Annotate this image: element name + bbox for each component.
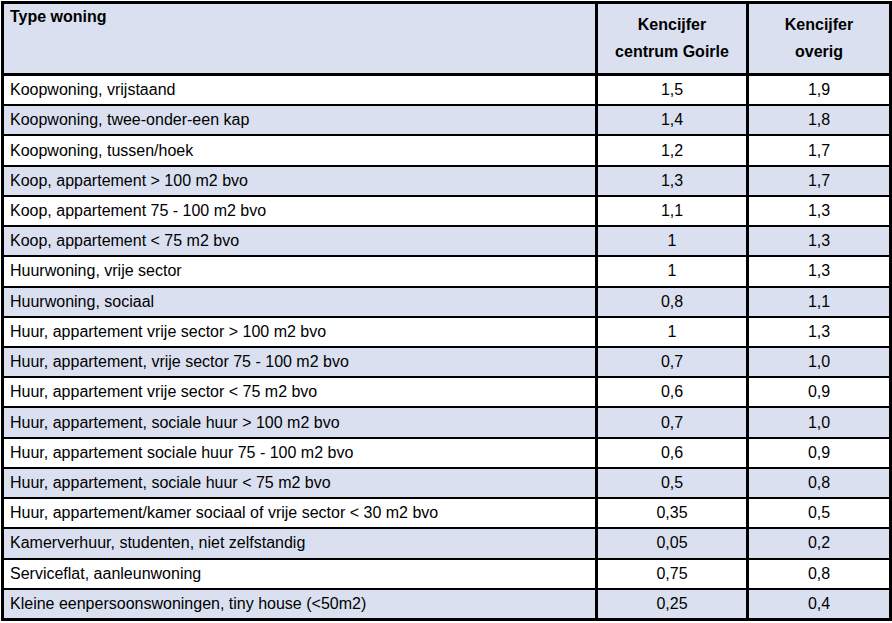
cell-type-woning: Huurwoning, vrije sector [3,256,597,286]
cell-kencijfer-centrum: 1 [597,226,748,256]
cell-type-woning: Koop, appartement 75 - 100 m2 bvo [3,196,597,226]
cell-kencijfer-overig: 1,1 [748,287,891,317]
cell-type-woning: Koopwoning, tussen/hoek [3,135,597,165]
table-row: Koopwoning, tussen/hoek1,21,7 [3,135,891,165]
cell-kencijfer-overig: 1,8 [748,105,891,135]
cell-kencijfer-centrum: 1,2 [597,135,748,165]
table-row: Huur, appartement vrije sector > 100 m2 … [3,317,891,347]
col-header-kencijfer-overig: Kencijfer overig [748,3,891,75]
cell-kencijfer-centrum: 0,7 [597,347,748,377]
cell-kencijfer-overig: 1,0 [748,407,891,437]
table-row: Koop, appartement 75 - 100 m2 bvo1,11,3 [3,196,891,226]
cell-kencijfer-overig: 0,8 [748,468,891,498]
cell-kencijfer-centrum: 1 [597,256,748,286]
cell-kencijfer-centrum: 0,5 [597,468,748,498]
col-header-type-woning: Type woning [3,3,597,75]
table-row: Huur, appartement/kamer sociaal of vrije… [3,498,891,528]
cell-type-woning: Huur, appartement sociale huur 75 - 100 … [3,438,597,468]
cell-type-woning: Huur, appartement vrije sector < 75 m2 b… [3,377,597,407]
cell-kencijfer-centrum: 0,25 [597,589,748,620]
cell-kencijfer-centrum: 1,1 [597,196,748,226]
cell-kencijfer-overig: 1,9 [748,75,891,106]
cell-kencijfer-overig: 0,4 [748,589,891,620]
cell-kencijfer-overig: 1,3 [748,317,891,347]
cell-type-woning: Huur, appartement, sociale huur > 100 m2… [3,407,597,437]
table-row: Koop, appartement < 75 m2 bvo11,3 [3,226,891,256]
col-header-kencijfer-centrum-line2: centrum Goirle [615,43,729,60]
table-row: Serviceflat, aanleunwoning0,750,8 [3,559,891,589]
cell-kencijfer-centrum: 0,35 [597,498,748,528]
table-row: Huur, appartement, vrije sector 75 - 100… [3,347,891,377]
table-header: Type woning Kencijfer centrum Goirle Ken… [3,3,891,75]
cell-kencijfer-centrum: 1,4 [597,105,748,135]
table-row: Huur, appartement sociale huur 75 - 100 … [3,438,891,468]
table-row: Huur, appartement, sociale huur > 100 m2… [3,407,891,437]
table-row: Koop, appartement > 100 m2 bvo1,31,7 [3,166,891,196]
table-row: Huur, appartement vrije sector < 75 m2 b… [3,377,891,407]
table-row: Huurwoning, vrije sector11,3 [3,256,891,286]
table-row: Kamerverhuur, studenten, niet zelfstandi… [3,528,891,558]
cell-kencijfer-overig: 0,9 [748,438,891,468]
table-row: Kleine eenpersoonswoningen, tiny house (… [3,589,891,620]
cell-type-woning: Koop, appartement < 75 m2 bvo [3,226,597,256]
cell-type-woning: Kamerverhuur, studenten, niet zelfstandi… [3,528,597,558]
cell-kencijfer-overig: 0,2 [748,528,891,558]
col-header-kencijfer-centrum: Kencijfer centrum Goirle [597,3,748,75]
cell-kencijfer-overig: 1,3 [748,226,891,256]
cell-kencijfer-overig: 1,0 [748,347,891,377]
cell-kencijfer-overig: 0,8 [748,559,891,589]
cell-kencijfer-overig: 1,3 [748,256,891,286]
cell-type-woning: Koopwoning, twee-onder-een kap [3,105,597,135]
cell-kencijfer-centrum: 1,5 [597,75,748,106]
cell-kencijfer-overig: 1,3 [748,196,891,226]
cell-type-woning: Kleine eenpersoonswoningen, tiny house (… [3,589,597,620]
cell-type-woning: Huur, appartement, sociale huur < 75 m2 … [3,468,597,498]
cell-kencijfer-centrum: 0,8 [597,287,748,317]
cell-type-woning: Huur, appartement/kamer sociaal of vrije… [3,498,597,528]
cell-type-woning: Serviceflat, aanleunwoning [3,559,597,589]
col-header-kencijfer-overig-line1: Kencijfer [785,16,853,33]
cell-kencijfer-overig: 0,9 [748,377,891,407]
cell-kencijfer-centrum: 0,75 [597,559,748,589]
header-row: Type woning Kencijfer centrum Goirle Ken… [3,3,891,75]
col-header-kencijfer-centrum-line1: Kencijfer [638,16,706,33]
cell-kencijfer-overig: 1,7 [748,135,891,165]
cell-type-woning: Koop, appartement > 100 m2 bvo [3,166,597,196]
col-header-kencijfer-overig-line2: overig [795,43,843,60]
cell-kencijfer-centrum: 1 [597,317,748,347]
cell-kencijfer-centrum: 0,6 [597,377,748,407]
table-body: Koopwoning, vrijstaand1,51,9Koopwoning, … [3,75,891,620]
parking-norms-table-container: Type woning Kencijfer centrum Goirle Ken… [1,1,892,621]
cell-kencijfer-centrum: 0,7 [597,407,748,437]
cell-kencijfer-overig: 0,5 [748,498,891,528]
table-row: Koopwoning, twee-onder-een kap1,41,8 [3,105,891,135]
cell-type-woning: Koopwoning, vrijstaand [3,75,597,106]
table-row: Huur, appartement, sociale huur < 75 m2 … [3,468,891,498]
cell-kencijfer-centrum: 1,3 [597,166,748,196]
cell-kencijfer-centrum: 0,05 [597,528,748,558]
cell-type-woning: Huur, appartement, vrije sector 75 - 100… [3,347,597,377]
cell-kencijfer-overig: 1,7 [748,166,891,196]
parking-norms-table: Type woning Kencijfer centrum Goirle Ken… [1,1,892,621]
table-row: Koopwoning, vrijstaand1,51,9 [3,75,891,106]
cell-type-woning: Huurwoning, sociaal [3,287,597,317]
cell-kencijfer-centrum: 0,6 [597,438,748,468]
table-row: Huurwoning, sociaal0,81,1 [3,287,891,317]
cell-type-woning: Huur, appartement vrije sector > 100 m2 … [3,317,597,347]
